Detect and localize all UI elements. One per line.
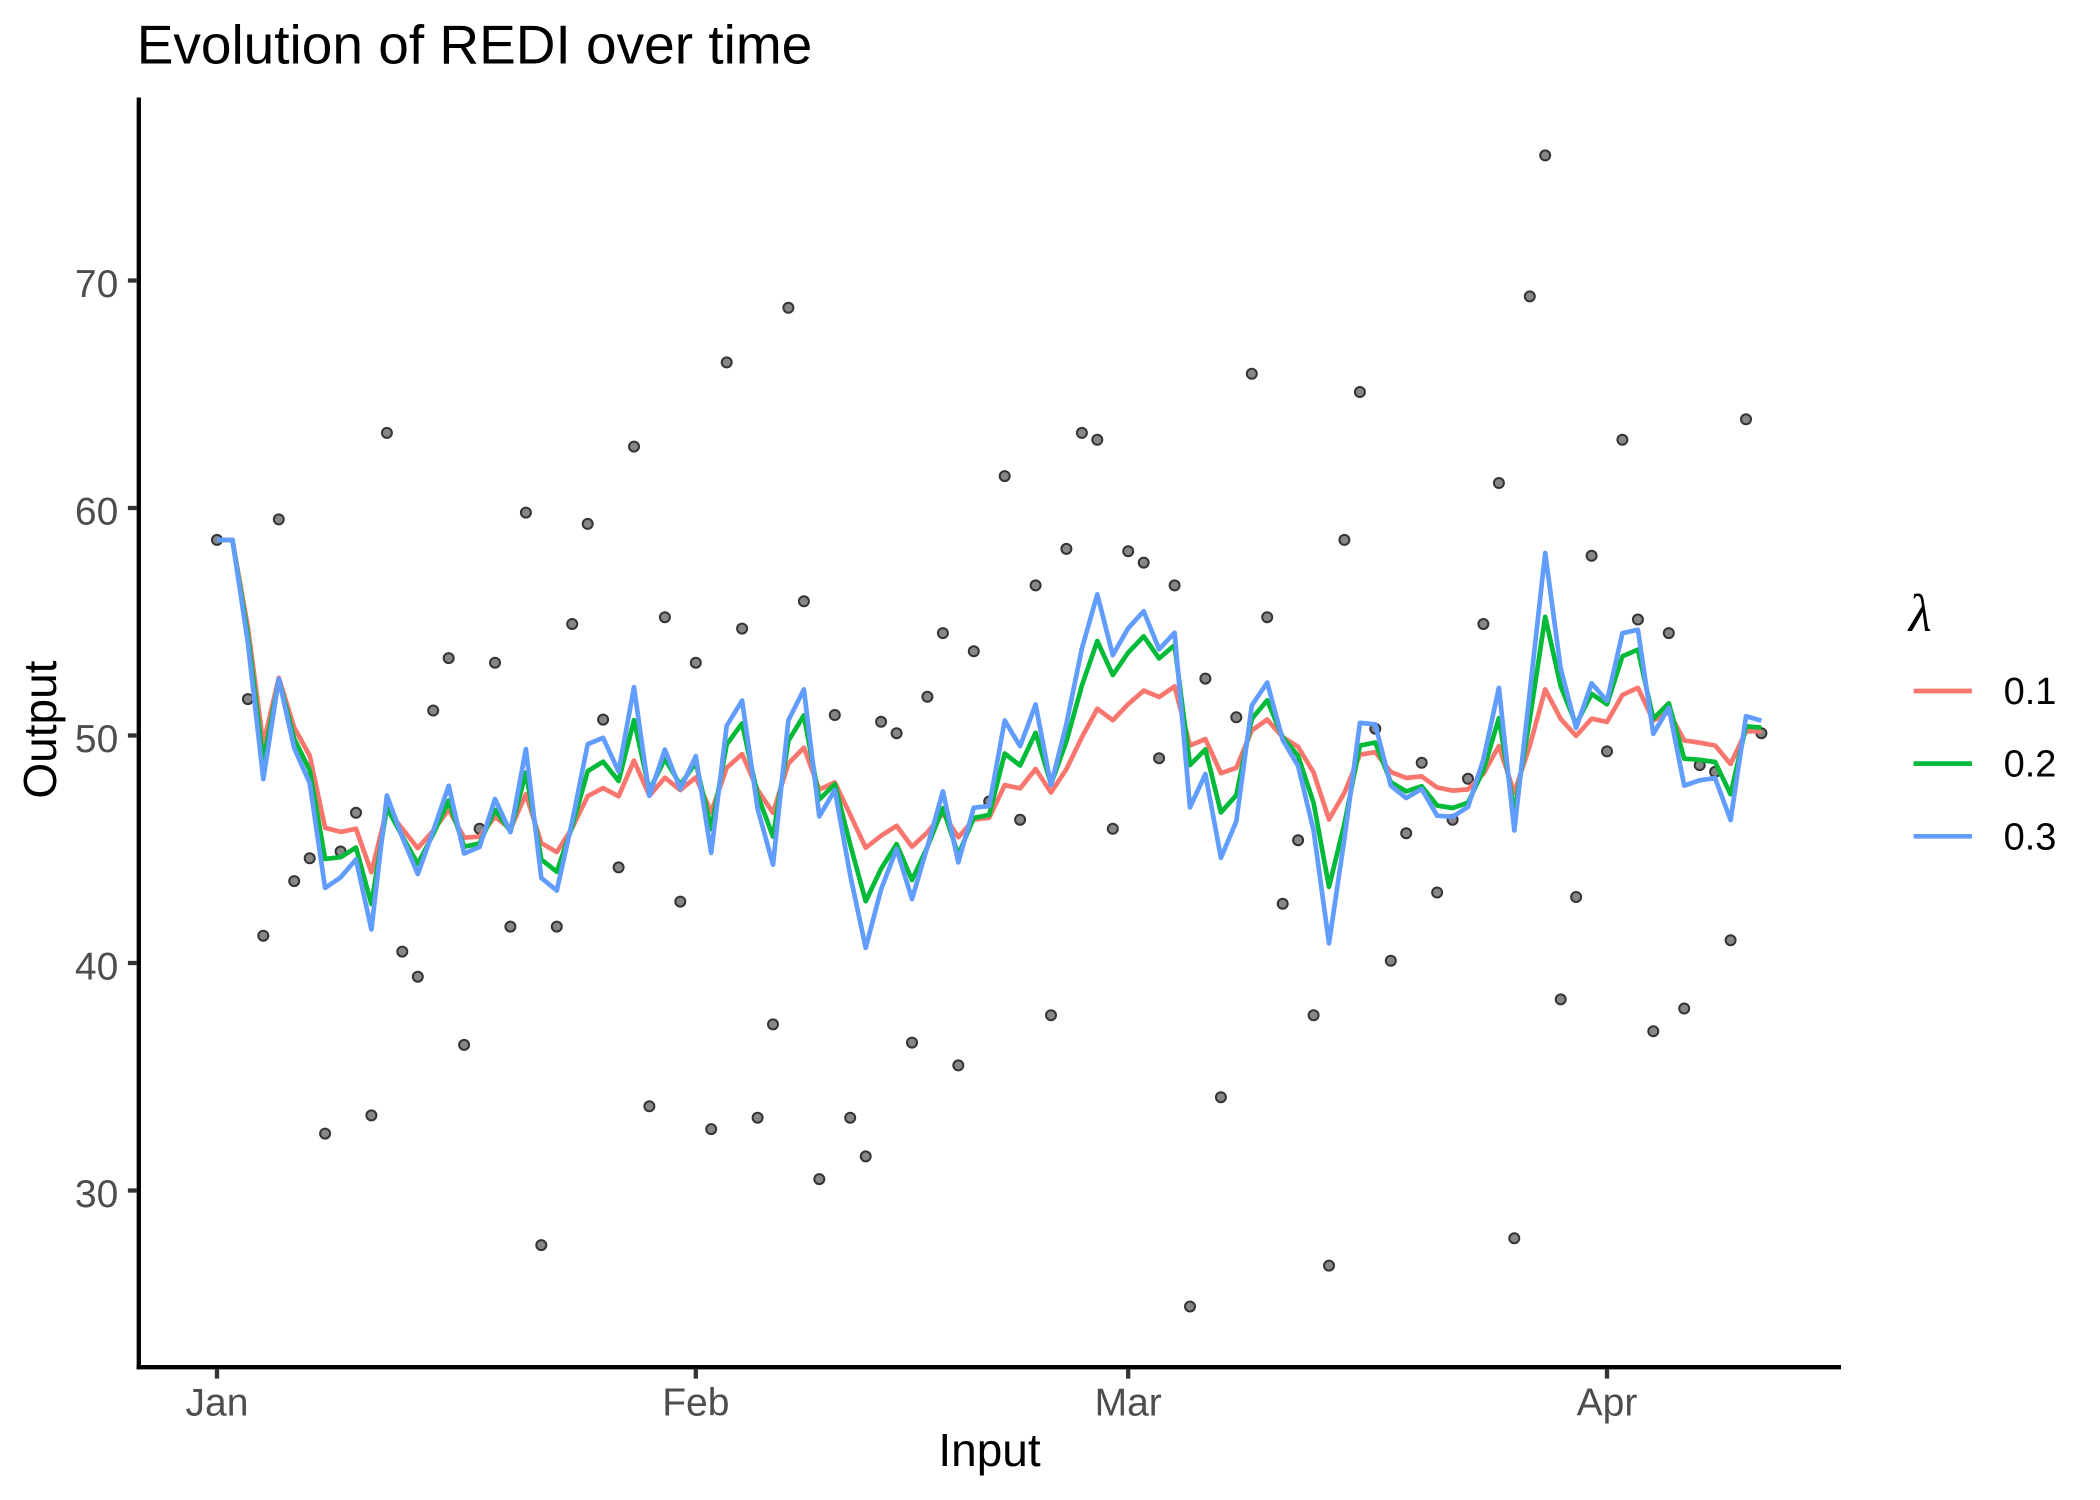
svg-text:0.3: 0.3 — [2004, 816, 2057, 858]
svg-text:50: 50 — [75, 718, 118, 761]
svg-text:0.2: 0.2 — [2004, 744, 2057, 786]
svg-text:Evolution of REDI over time: Evolution of REDI over time — [137, 14, 813, 76]
svg-text:λ: λ — [1907, 584, 1932, 642]
svg-text:Output: Output — [14, 660, 66, 798]
svg-text:Mar: Mar — [1095, 1382, 1162, 1425]
svg-text:30: 30 — [75, 1173, 118, 1216]
svg-text:Feb: Feb — [662, 1382, 729, 1425]
svg-text:70: 70 — [75, 263, 118, 306]
svg-text:Apr: Apr — [1577, 1382, 1638, 1425]
svg-text:0.1: 0.1 — [2004, 671, 2057, 713]
svg-text:Jan: Jan — [186, 1382, 249, 1425]
svg-text:40: 40 — [75, 946, 118, 989]
svg-text:Input: Input — [938, 1424, 1041, 1476]
svg-text:60: 60 — [75, 491, 118, 534]
